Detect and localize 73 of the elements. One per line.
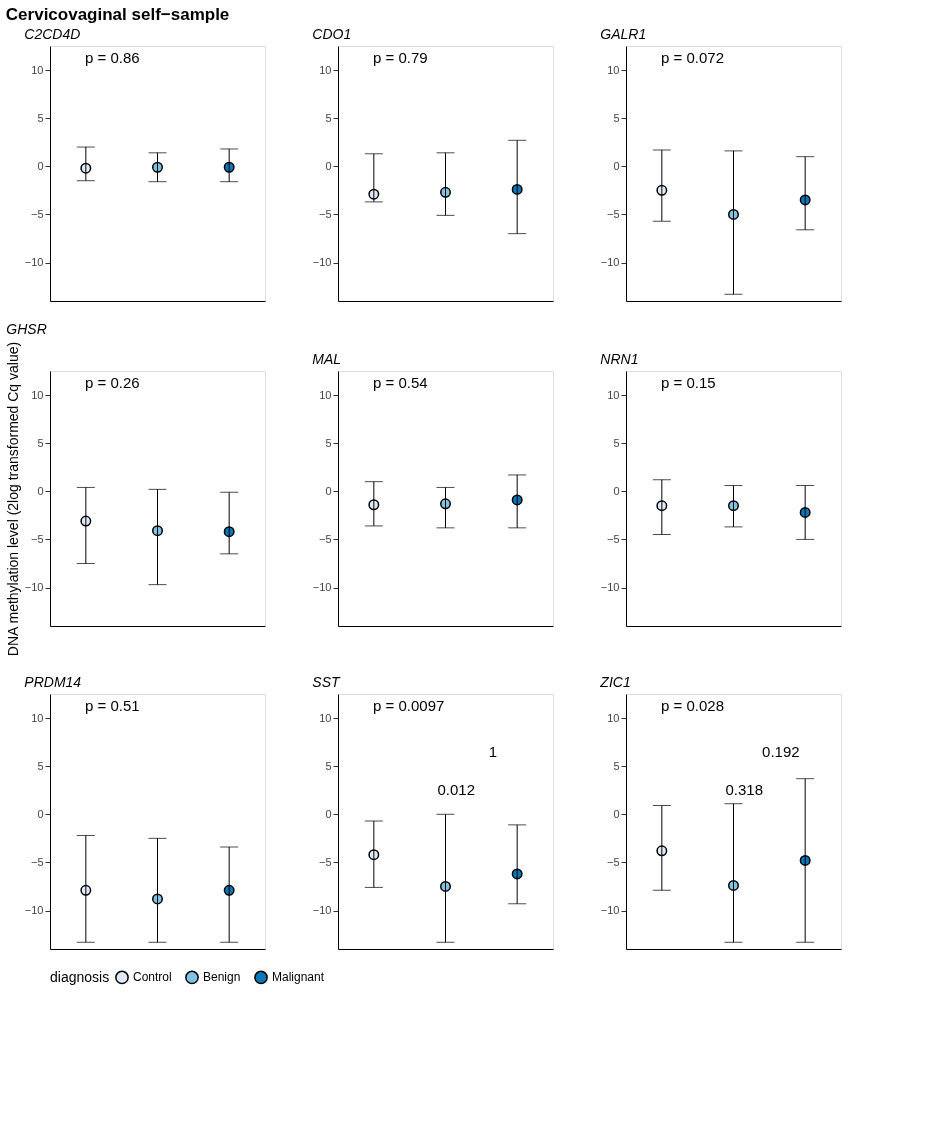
legend-label: Benign	[203, 970, 241, 985]
y-tick-label: 5	[325, 111, 332, 124]
y-tick-label: 10	[31, 63, 44, 76]
y-tick-label: −10	[312, 581, 332, 594]
y-tick-label: 10	[319, 63, 332, 76]
chart-title: GALR1	[600, 26, 647, 42]
annotation: p = 0.26	[85, 374, 140, 391]
chart-title: MAL	[312, 351, 342, 367]
y-tick-label: −5	[318, 855, 332, 868]
chart-title: GHSR	[6, 320, 47, 337]
y-tick-label: 5	[613, 111, 620, 124]
annotation: p = 0.15	[661, 374, 716, 391]
y-tick-label: 10	[319, 711, 332, 724]
y-tick-label: 10	[607, 63, 620, 76]
y-tick-label: 5	[37, 111, 44, 124]
y-tick-label: 10	[31, 711, 44, 724]
y-tick-label: −5	[30, 855, 44, 868]
y-tick-label: −5	[318, 532, 332, 545]
y-tick-label: −5	[30, 207, 44, 220]
y-tick-label: 5	[325, 759, 332, 772]
annotation: p = 0.51	[85, 697, 140, 714]
chart-title: ZIC1	[599, 674, 631, 690]
chart-title: PRDM14	[24, 674, 82, 690]
y-tick-label: 10	[319, 388, 332, 401]
annotation: p = 0.86	[85, 49, 140, 66]
y-tick-label: 0	[613, 159, 620, 172]
y-tick-label: −5	[30, 532, 44, 545]
y-tick-label: 0	[325, 159, 332, 172]
y-tick-label: 0	[37, 159, 44, 172]
y-tick-label: 5	[37, 436, 44, 449]
chart-title: CDO1	[312, 26, 352, 42]
y-tick-label: 5	[613, 759, 620, 772]
y-tick-label: 5	[325, 436, 332, 449]
annotation: p = 0.072	[661, 49, 724, 66]
chart-title: NRN1	[600, 351, 639, 367]
y-tick-label: −5	[606, 855, 620, 868]
y-tick-label: −10	[312, 904, 332, 917]
y-tick-label: −10	[24, 581, 44, 594]
y-tick-label: 10	[31, 388, 44, 401]
annotation: p = 0.028	[661, 697, 724, 714]
y-tick-label: −10	[24, 256, 44, 269]
annotation: 1	[488, 743, 497, 760]
y-tick-label: 0	[325, 807, 332, 820]
y-tick-label: −5	[606, 532, 620, 545]
annotation: 0.012	[437, 781, 476, 798]
y-tick-label: −10	[600, 256, 620, 269]
y-tick-label: 5	[37, 759, 44, 772]
y-tick-label: −5	[318, 207, 332, 220]
y-tick-label: −5	[606, 207, 620, 220]
annotation: p = 0.54	[373, 374, 428, 391]
annotation: p = 0.79	[373, 49, 428, 66]
annotation: p = 0.0097	[373, 697, 445, 714]
y-tick-label: −10	[24, 904, 44, 917]
y-tick-label: 0	[325, 484, 332, 497]
y-tick-label: 10	[607, 711, 620, 724]
y-tick-label: −10	[600, 581, 620, 594]
y-tick-label: 0	[613, 484, 620, 497]
annotation: 0.318	[725, 781, 764, 798]
y-tick-label: 0	[37, 807, 44, 820]
legend-title: diagnosis	[50, 969, 110, 985]
annotation: 0.192	[762, 743, 800, 760]
legend-label: Control	[133, 970, 172, 985]
y-axis-title: DNA methylation level (2log transformed Cq value)	[4, 341, 21, 657]
y-tick-label: 10	[607, 388, 620, 401]
chart-title: C2CD4D	[24, 26, 81, 42]
y-tick-label: 0	[613, 807, 620, 820]
legend-label: Malignant	[272, 970, 325, 985]
chart-title: SST	[312, 674, 342, 690]
y-tick-label: 0	[37, 484, 44, 497]
y-tick-label: −10	[312, 256, 332, 269]
y-tick-label: −10	[600, 904, 620, 917]
text: Cervicovaginal self−sample	[5, 4, 230, 24]
y-tick-label: 5	[613, 436, 620, 449]
